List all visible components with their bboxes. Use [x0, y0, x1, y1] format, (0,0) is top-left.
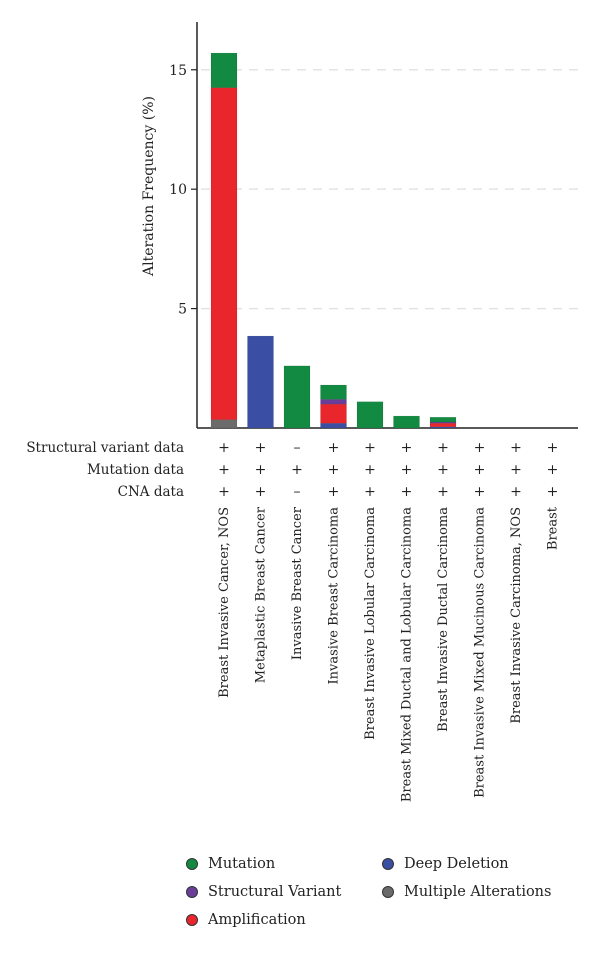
legend-item: Structural Variant	[186, 884, 341, 900]
legend-label: Deep Deletion	[404, 856, 509, 872]
category-label: Metaplastic Breast Cancer	[254, 506, 269, 683]
category-label: Invasive Breast Carcinoma	[327, 507, 342, 685]
bar-segment	[247, 335, 274, 429]
category-label: Invasive Breast Cancer	[290, 506, 305, 660]
bar-segment	[283, 365, 311, 429]
legend-item: Deep Deletion	[382, 856, 509, 872]
profile-mark: +	[255, 440, 267, 456]
profile-mark: +	[255, 462, 267, 478]
bar-segment	[393, 415, 420, 429]
category-label: Breast	[546, 506, 561, 550]
profile-mark: +	[401, 440, 413, 456]
profile-mark: +	[437, 440, 449, 456]
profile-mark: +	[547, 440, 559, 456]
profile-mark: +	[364, 440, 376, 456]
category-label: Breast Mixed Ductal and Lobular Carcinom…	[400, 507, 415, 802]
bar-segment	[429, 422, 457, 428]
profile-mark: +	[474, 440, 486, 456]
y-tick-label: 15	[169, 63, 187, 79]
profile-mark: +	[218, 484, 230, 500]
legend: Mutation Deep Deletion Structural Variant M…	[186, 852, 596, 942]
bar-segment	[429, 421, 457, 424]
category-label: Breast Invasive Cancer, NOS	[217, 507, 232, 698]
profile-mark: +	[474, 462, 486, 478]
y-tick-label: 10	[169, 182, 187, 198]
profile-mark: +	[291, 462, 303, 478]
profile-mark: +	[437, 462, 449, 478]
legend-label: Amplification	[208, 912, 306, 928]
legend-item: Multiple Alterations	[382, 884, 551, 900]
profile-mark: +	[510, 462, 522, 478]
y-tick-label: 5	[178, 302, 187, 318]
category-label: Breast Invasive Carcinoma, NOS	[509, 507, 524, 724]
profile-mark: +	[364, 484, 376, 500]
profile-row-label: Mutation data	[87, 462, 184, 478]
category-label: Breast Invasive Lobular Carcinoma	[363, 507, 378, 740]
legend-swatch	[186, 886, 198, 898]
legend-label: Mutation	[208, 856, 276, 872]
legend-swatch	[186, 914, 198, 926]
profile-mark: +	[547, 484, 559, 500]
bar-segment	[320, 422, 347, 429]
legend-swatch	[186, 858, 198, 870]
profile-mark: +	[328, 462, 340, 478]
bar-segment	[356, 401, 384, 429]
profile-mark: +	[218, 462, 230, 478]
legend-item: Mutation	[186, 856, 275, 872]
legend-swatch	[382, 886, 394, 898]
profile-mark: +	[328, 440, 340, 456]
y-axis-title: Alteration Frequency (%)	[141, 96, 157, 277]
profile-mark: +	[474, 484, 486, 500]
legend-swatch	[382, 858, 394, 870]
bar-segment	[210, 87, 238, 420]
profile-row-label: CNA data	[118, 484, 184, 500]
bar-segment	[429, 417, 457, 423]
profile-mark: +	[328, 484, 340, 500]
bar-segment	[210, 52, 238, 88]
legend-label: Structural Variant	[208, 884, 342, 900]
profile-mark: +	[437, 484, 449, 500]
bar-segment	[210, 419, 238, 429]
profile-mark: +	[255, 484, 267, 500]
category-label: Breast Invasive Mixed Mucinous Carcinoma	[473, 507, 488, 798]
legend-item: Amplification	[186, 912, 306, 928]
category-label: Breast Invasive Ductal Carcinoma	[436, 507, 451, 732]
profile-mark: –	[294, 484, 301, 500]
profile-mark: +	[218, 440, 230, 456]
profile-mark: +	[510, 440, 522, 456]
profile-mark: +	[401, 484, 413, 500]
profile-mark: +	[401, 462, 413, 478]
profile-mark: +	[510, 484, 522, 500]
bar-segment	[320, 403, 347, 424]
profile-row-label: Structural variant data	[26, 440, 184, 456]
profile-mark: +	[547, 462, 559, 478]
bar-segment	[320, 384, 347, 400]
profile-mark: –	[294, 440, 301, 456]
bar-segment	[320, 399, 347, 405]
legend-label: Multiple Alterations	[404, 884, 552, 900]
profile-mark: +	[364, 462, 376, 478]
